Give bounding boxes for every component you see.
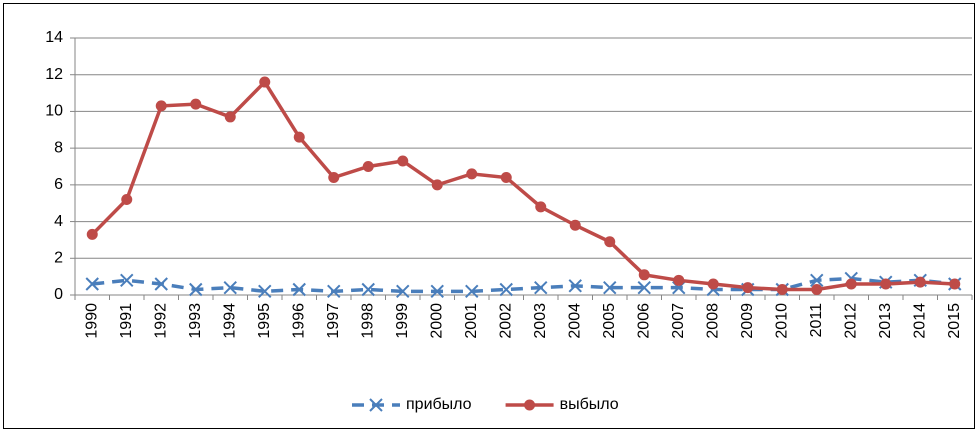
point bbox=[568, 279, 582, 293]
point bbox=[534, 280, 548, 295]
point bbox=[327, 284, 341, 299]
point bbox=[223, 280, 237, 295]
point bbox=[86, 228, 98, 240]
y-tick-label: 6 bbox=[54, 176, 63, 193]
x-tick-label: 2001 bbox=[463, 303, 480, 339]
point bbox=[120, 273, 134, 288]
chart-frame bbox=[3, 3, 975, 429]
point bbox=[949, 278, 961, 290]
point bbox=[810, 273, 824, 288]
x-tick-label: 2014 bbox=[911, 303, 928, 339]
point bbox=[499, 282, 513, 297]
point bbox=[569, 219, 581, 231]
point bbox=[396, 284, 410, 299]
y-tick-label: 0 bbox=[54, 286, 63, 303]
point bbox=[154, 277, 168, 291]
point bbox=[293, 131, 305, 143]
point bbox=[673, 274, 685, 286]
x-tick-label: 1993 bbox=[187, 303, 204, 339]
point bbox=[535, 201, 547, 213]
legend-label: выбыло bbox=[560, 396, 619, 413]
point bbox=[190, 98, 202, 110]
point bbox=[811, 283, 823, 295]
point bbox=[224, 111, 236, 123]
x-tick-label: 1998 bbox=[359, 303, 376, 339]
point bbox=[259, 76, 271, 88]
point bbox=[776, 283, 788, 295]
point bbox=[397, 155, 409, 167]
point bbox=[604, 236, 616, 248]
point bbox=[465, 284, 479, 299]
x-tick-label: 2010 bbox=[773, 303, 790, 339]
y-tick-label: 2 bbox=[54, 250, 63, 267]
x-tick-label: 2002 bbox=[497, 303, 514, 339]
x-tick-label: 2009 bbox=[739, 303, 756, 339]
point bbox=[189, 282, 203, 297]
x-tick-label: 2015 bbox=[946, 303, 963, 339]
legend-marker bbox=[369, 398, 383, 412]
x-tick-label: 1995 bbox=[256, 303, 273, 339]
point bbox=[121, 194, 133, 206]
x-tick-label: 2005 bbox=[601, 303, 618, 339]
point bbox=[328, 172, 340, 184]
point bbox=[914, 276, 926, 288]
x-tick-label: 2004 bbox=[566, 303, 583, 339]
point bbox=[155, 100, 167, 112]
point bbox=[361, 282, 375, 297]
x-tick-label: 1997 bbox=[325, 303, 342, 339]
point bbox=[258, 284, 272, 299]
point bbox=[430, 284, 444, 299]
point bbox=[603, 280, 617, 295]
x-tick-label: 2013 bbox=[877, 303, 894, 339]
x-tick-label: 2000 bbox=[428, 303, 445, 339]
y-tick-label: 4 bbox=[54, 213, 63, 230]
point bbox=[85, 277, 99, 291]
series-line bbox=[92, 276, 955, 294]
point bbox=[431, 179, 443, 191]
x-tick-label: 2008 bbox=[704, 303, 721, 339]
x-tick-label: 1991 bbox=[118, 303, 135, 339]
x-tick-label: 2006 bbox=[635, 303, 652, 339]
x-tick-label: 1999 bbox=[394, 303, 411, 339]
point bbox=[845, 278, 857, 290]
point bbox=[500, 172, 512, 184]
point bbox=[637, 280, 651, 295]
y-tick-label: 12 bbox=[45, 66, 63, 83]
point bbox=[742, 282, 754, 294]
x-tick-label: 2012 bbox=[842, 303, 859, 339]
x-tick-label: 1996 bbox=[290, 303, 307, 339]
point bbox=[880, 278, 892, 290]
x-tick-label: 2007 bbox=[670, 303, 687, 339]
point bbox=[466, 168, 478, 180]
point bbox=[292, 282, 306, 297]
y-tick-label: 14 bbox=[45, 29, 63, 46]
point bbox=[362, 161, 374, 172]
x-tick-label: 2003 bbox=[532, 303, 549, 339]
point bbox=[638, 269, 650, 281]
series-line bbox=[91, 79, 955, 292]
legend-marker bbox=[524, 399, 536, 411]
x-tick-label: 2011 bbox=[808, 303, 825, 338]
legend-label: прибыло bbox=[406, 396, 472, 413]
x-tick-label: 1990 bbox=[83, 303, 100, 339]
x-tick-label: 1992 bbox=[152, 303, 169, 339]
point bbox=[707, 278, 719, 290]
y-tick-label: 8 bbox=[54, 139, 63, 156]
y-tick-label: 10 bbox=[45, 103, 63, 120]
x-tick-label: 1994 bbox=[221, 303, 238, 339]
